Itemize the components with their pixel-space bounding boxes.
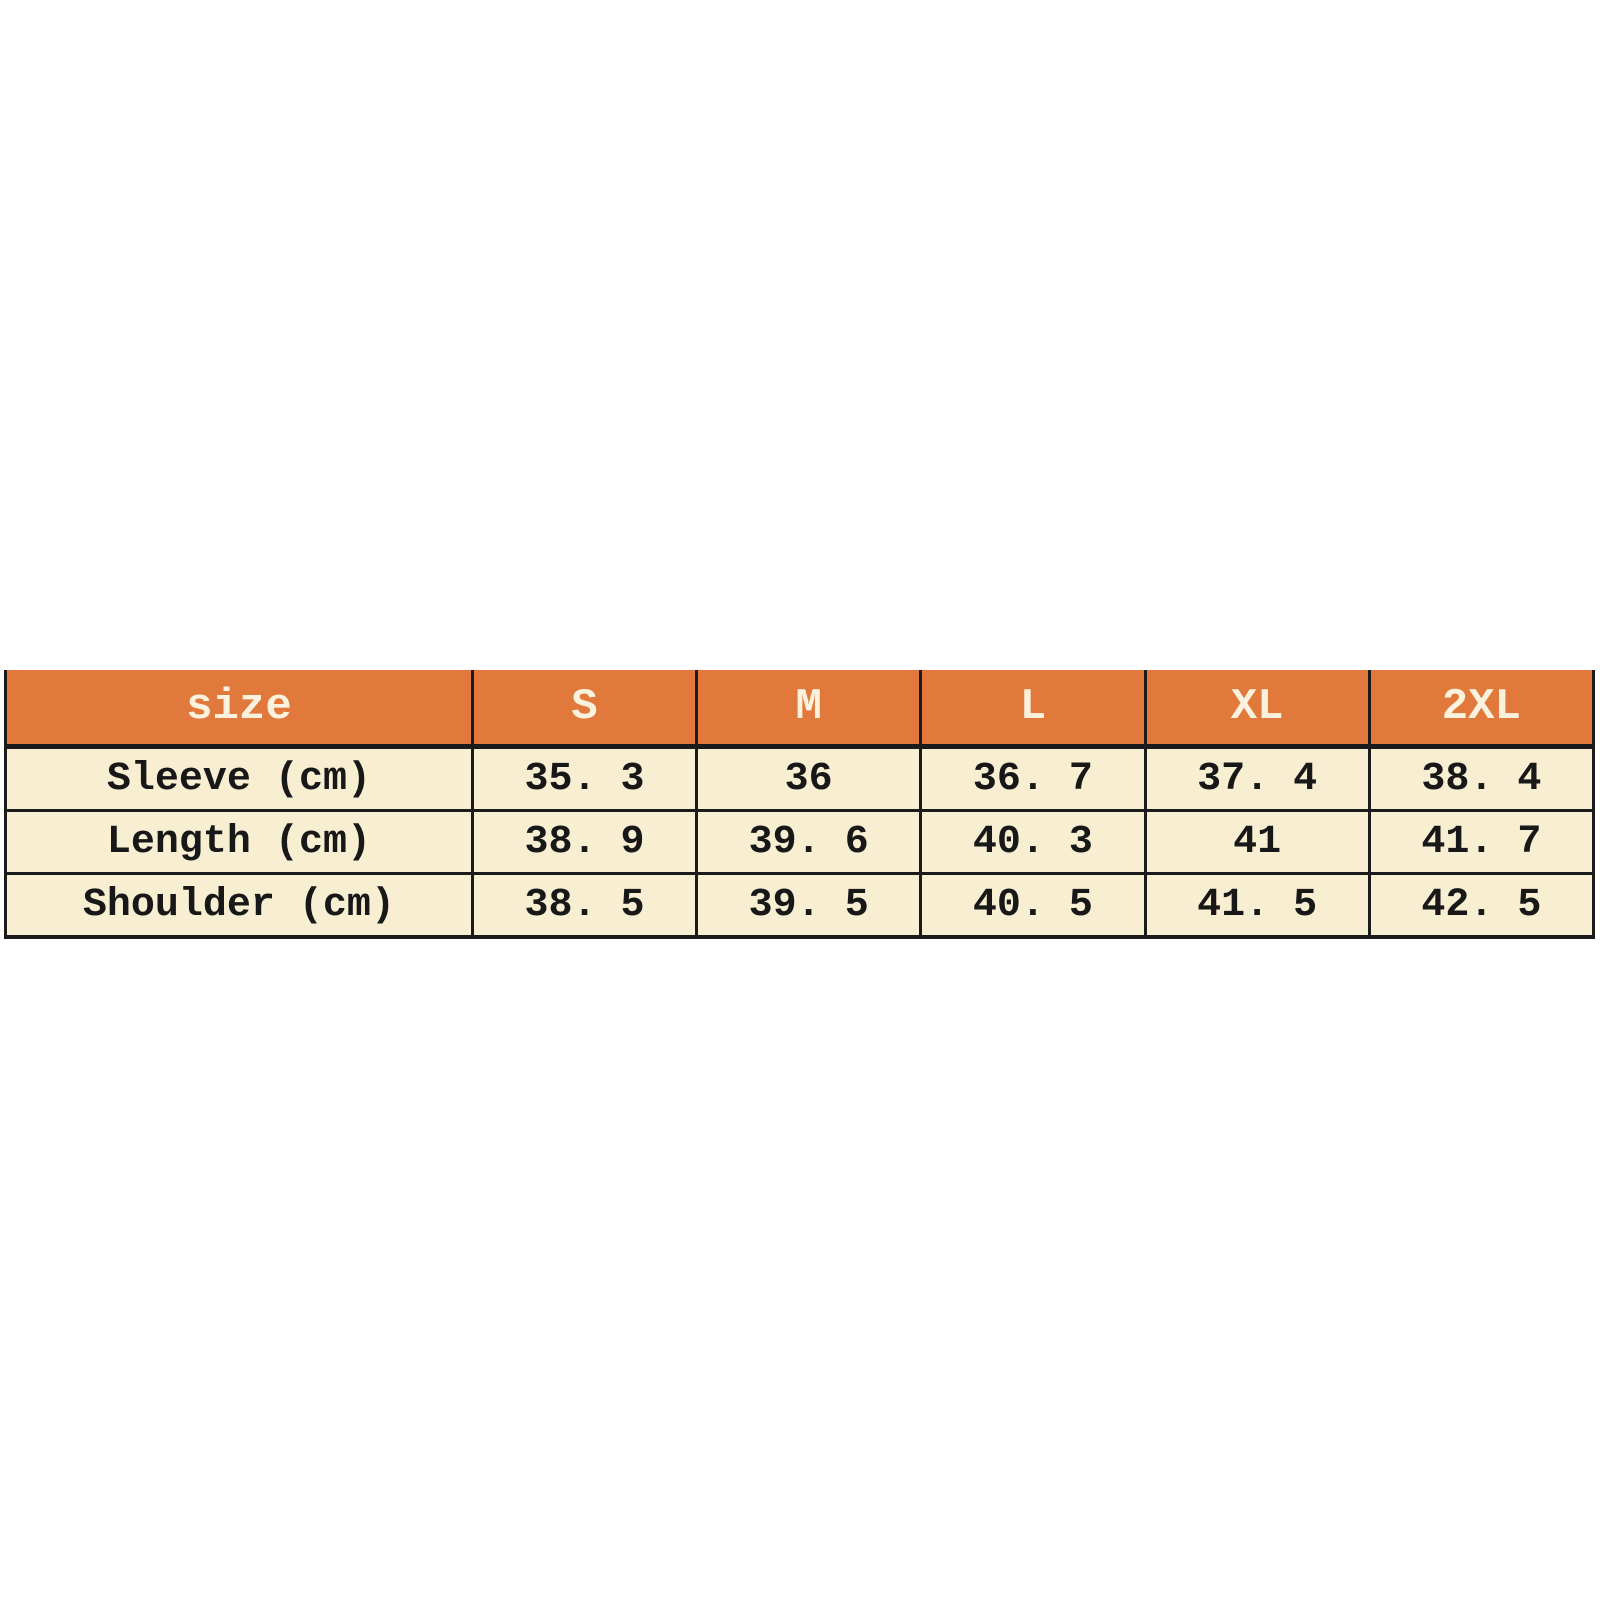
col-header-xl: XL (1143, 670, 1371, 749)
cell-length-2xl: 41. 7 (1367, 809, 1596, 875)
header-row: size S M L XL 2XL (4, 670, 1596, 749)
cell-shoulder-l: 40. 5 (919, 872, 1147, 939)
cell-sleeve-l: 36. 7 (919, 745, 1147, 812)
table-row-shoulder: Shoulder (cm) 38. 5 39. 5 40. 5 41. 5 42… (4, 872, 1596, 939)
size-chart-table: size S M L XL 2XL Sleeve (cm) 35. 3 36 3… (4, 670, 1596, 939)
col-header-l: L (919, 670, 1147, 749)
cell-length-m: 39. 6 (695, 809, 923, 875)
cell-shoulder-s: 38. 5 (470, 872, 699, 939)
row-label-shoulder: Shoulder (cm) (4, 872, 474, 939)
cell-sleeve-m: 36 (695, 745, 923, 812)
cell-shoulder-m: 39. 5 (695, 872, 923, 939)
cell-shoulder-2xl: 42. 5 (1367, 872, 1596, 939)
table-row-sleeve: Sleeve (cm) 35. 3 36 36. 7 37. 4 38. 4 (4, 745, 1596, 812)
cell-sleeve-s: 35. 3 (470, 745, 699, 812)
row-label-length: Length (cm) (4, 809, 474, 875)
col-header-s: S (470, 670, 699, 749)
row-label-sleeve: Sleeve (cm) (4, 745, 474, 812)
col-header-m: M (695, 670, 923, 749)
cell-length-l: 40. 3 (919, 809, 1147, 875)
col-header-2xl: 2XL (1367, 670, 1596, 749)
cell-length-s: 38. 9 (470, 809, 699, 875)
cell-sleeve-xl: 37. 4 (1143, 745, 1371, 812)
table-row-length: Length (cm) 38. 9 39. 6 40. 3 41 41. 7 (4, 809, 1596, 875)
cell-sleeve-2xl: 38. 4 (1367, 745, 1596, 812)
corner-header-size: size (4, 670, 474, 749)
cell-length-xl: 41 (1143, 809, 1371, 875)
cell-shoulder-xl: 41. 5 (1143, 872, 1371, 939)
